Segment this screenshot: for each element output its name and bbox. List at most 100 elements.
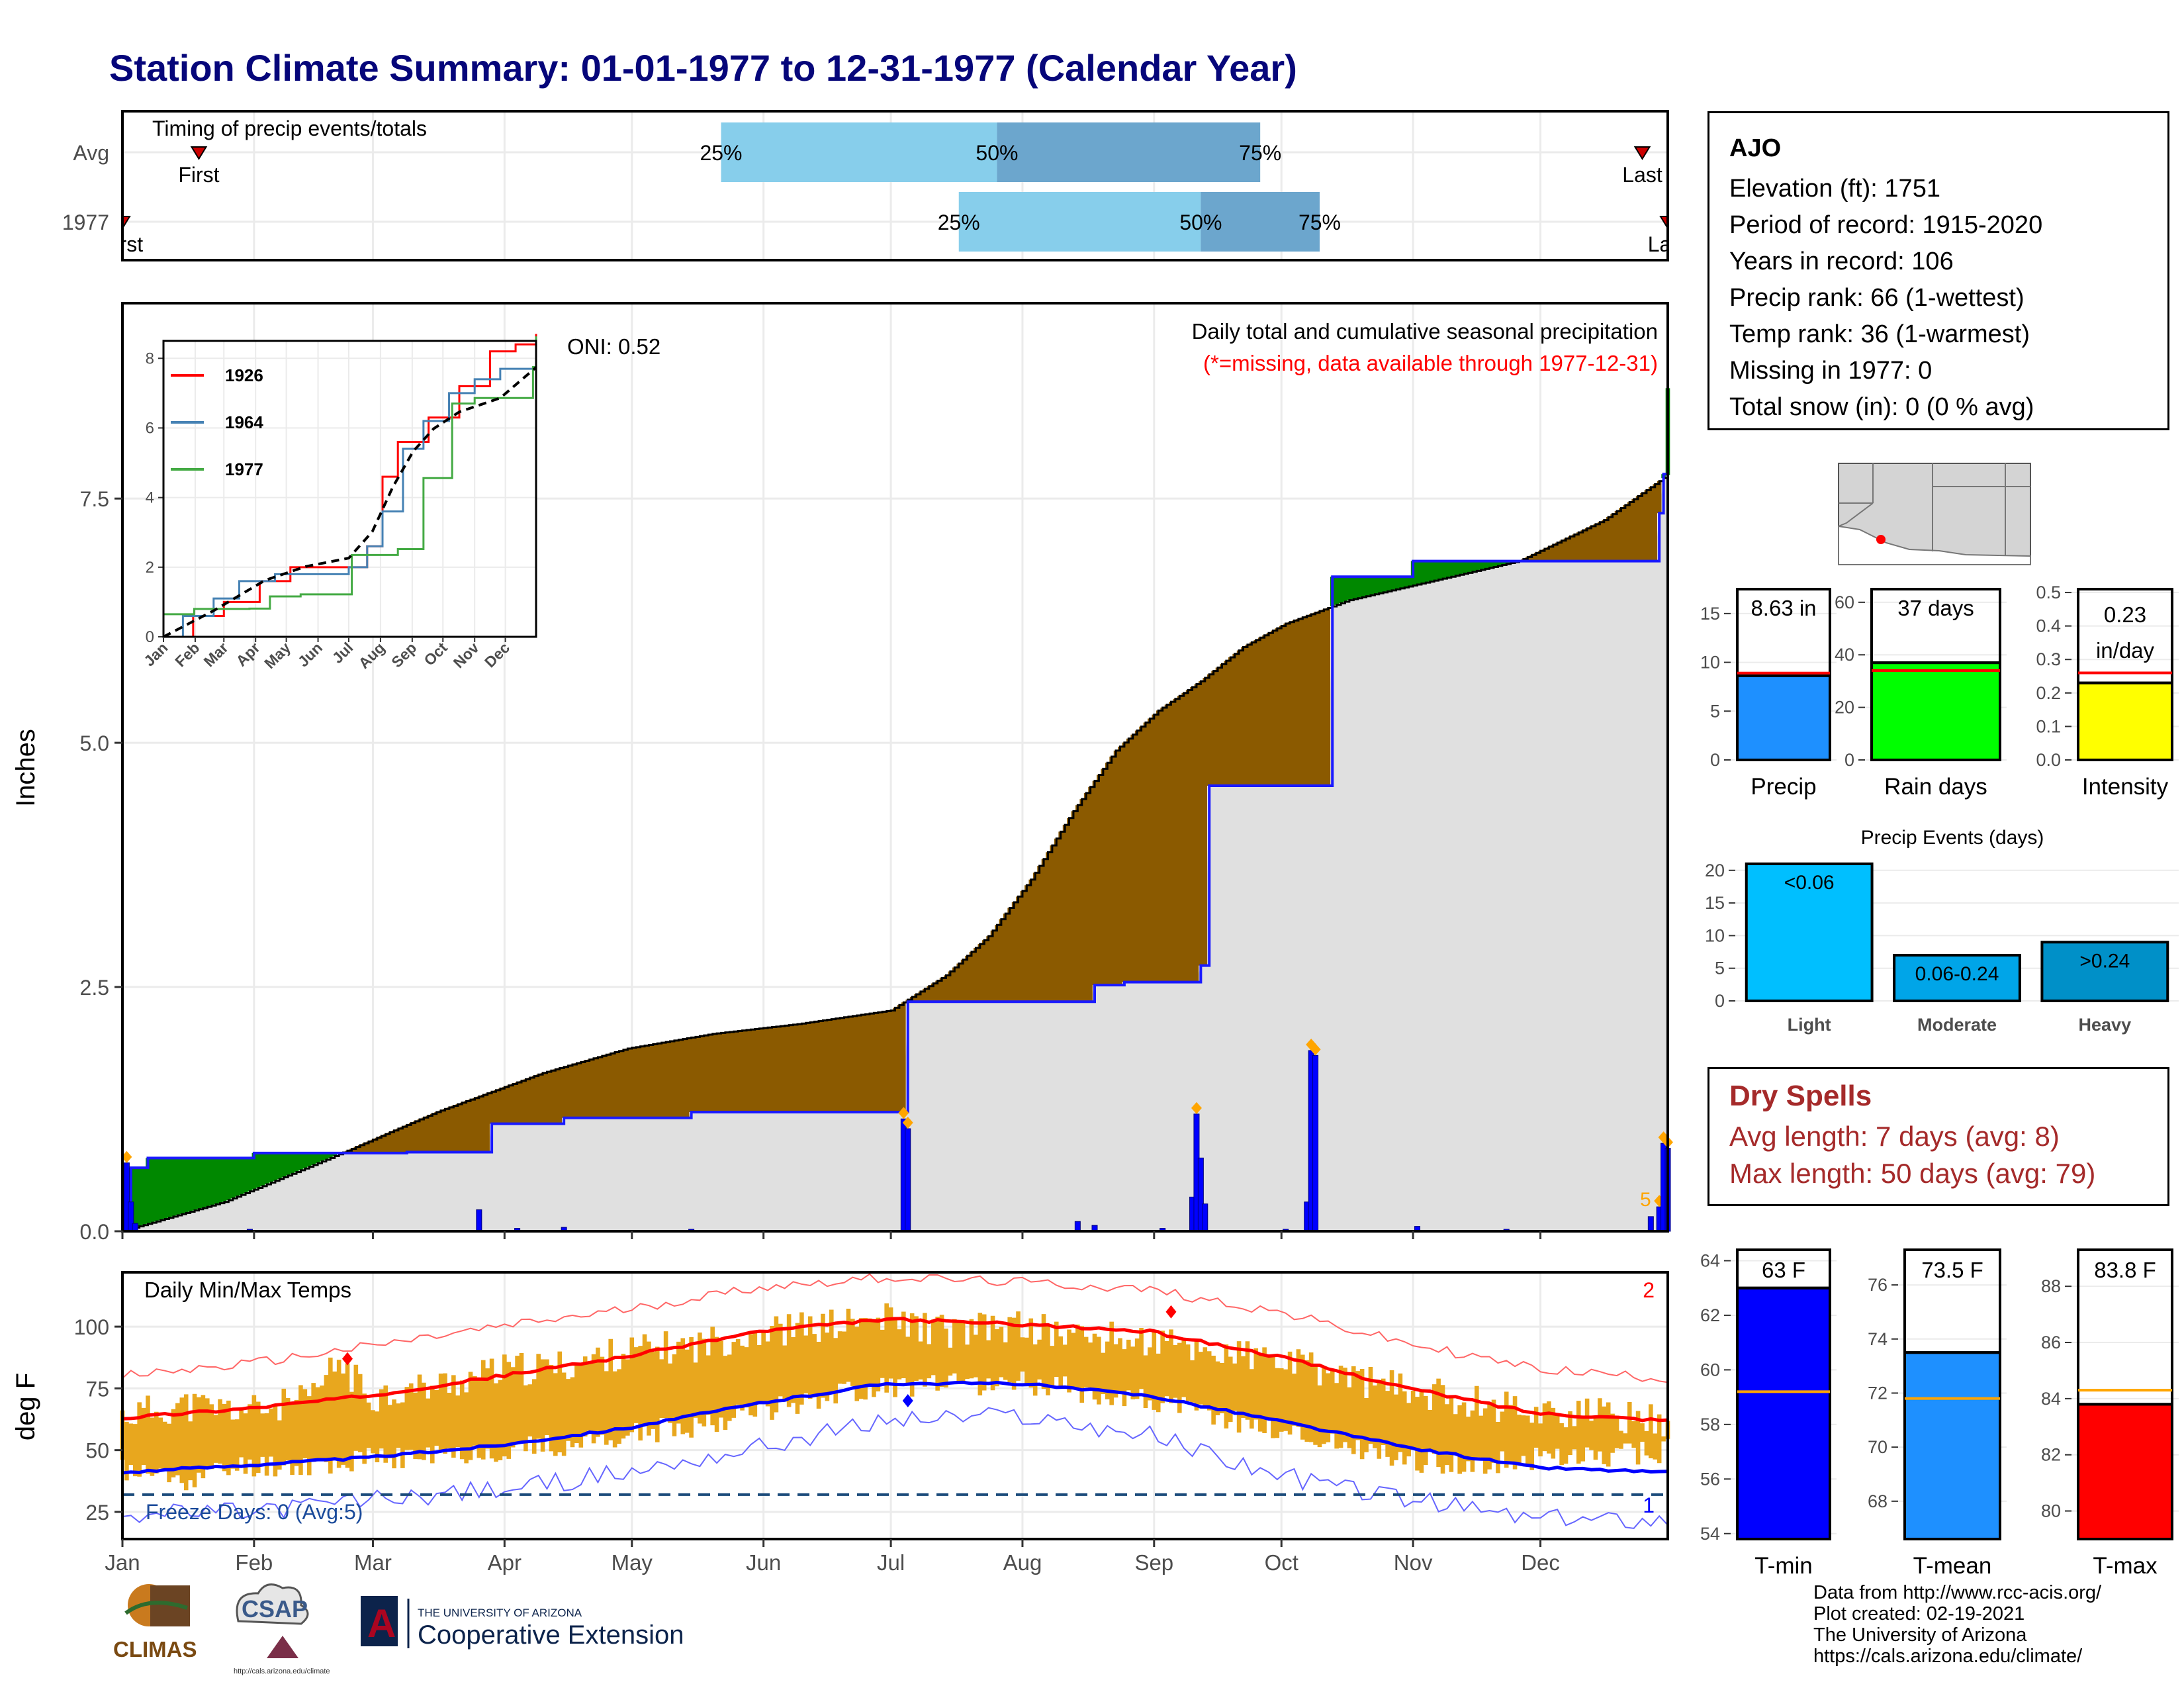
tmin-ytick-label: 56 (1700, 1469, 1720, 1489)
precip-events-bar-moderate (1893, 953, 2021, 1002)
precip-events-bar-label: <0.06 (1784, 872, 1835, 894)
logos: CLIMAS CSAP http://cals.arizona.edu/clim… (113, 1583, 684, 1675)
precip-events-bar-label: 0.06-0.24 (1915, 963, 1999, 985)
temp-y-axis-title: deg F (11, 1373, 40, 1440)
timing-1977-p75-label: 75% (1298, 211, 1341, 234)
mini-chart-tmin: 54 56 58 60 62 64 63 F T-min (1700, 1248, 1837, 1579)
locator-map-state-border (1838, 502, 1874, 527)
precip-events-bar-light (1745, 862, 1874, 1002)
tmean-ytick-label: 76 (1868, 1275, 1888, 1295)
timing-band-1977-25-50 (958, 192, 1201, 252)
intensity-value-box (2077, 588, 2173, 684)
mini-chart-precip_total: 0 5 10 15 8.63 in Precip (1700, 588, 1837, 800)
daily-precip-peak-marker (121, 1150, 132, 1163)
freeze-days-label: Freeze Days: 0 (Avg:5) (146, 1500, 363, 1524)
tmean-value-box (1903, 1248, 2001, 1354)
precip-ytick-label: 7.5 (80, 487, 109, 511)
temp-corner-bottom: 1 (1643, 1493, 1655, 1517)
station-location-marker (1876, 535, 1886, 544)
precip_total-ytick-label: 10 (1700, 653, 1720, 673)
station-snow: Total snow (in): 0 (0 % avg) (1729, 393, 2034, 421)
rain_days-bar (1870, 661, 2001, 762)
temp-ytick-label: 25 (85, 1501, 109, 1524)
inset-border (162, 340, 537, 638)
temp-ytick-label: 100 (74, 1315, 109, 1339)
rain_days-value-box (1870, 588, 2001, 665)
csap-cloud-icon (236, 1583, 309, 1625)
intensity-ytick-label: 0.5 (2036, 583, 2061, 602)
inset-ytick-label: 6 (146, 419, 154, 437)
daily-precip-bar (1202, 1203, 1208, 1232)
ua-line1: THE UNIVERSITY OF ARIZONA (418, 1607, 582, 1619)
intensity-ytick-label: 0.2 (2036, 683, 2061, 703)
timing-plot-border (121, 110, 1669, 261)
ua-block-icon (361, 1596, 398, 1646)
tmean-ytick-label: 68 (1868, 1491, 1888, 1511)
timing-avg-p25-label: 25% (700, 141, 742, 165)
precip-corner-label: 5 (1640, 1189, 1651, 1211)
mini-chart-rain_days: 0 20 40 60 37 days Rain days (1835, 588, 2007, 800)
precip-total-value-label: 8.63 in (1751, 596, 1816, 620)
timing-panel-label: Timing of precip events/totals (152, 117, 427, 140)
tmin-ytick-label: 60 (1700, 1360, 1720, 1380)
month-label-aug: Aug (1003, 1550, 1042, 1575)
locator-map (1838, 463, 2031, 565)
tmin-ytick-label: 62 (1700, 1305, 1720, 1325)
daily-precip-peak-marker (902, 1117, 913, 1129)
timing-1977-p50-label: 50% (1179, 211, 1222, 234)
avg-cumulative-line (122, 475, 1669, 1233)
precip_total-ytick-label: 15 (1700, 604, 1720, 624)
month-label-jun: Jun (746, 1550, 781, 1575)
csap-url: http://cals.arizona.edu/climate (234, 1667, 330, 1675)
tmean-value-label: 73.5 F (1921, 1258, 1983, 1282)
tmax-ytick-label: 88 (2041, 1276, 2061, 1296)
precip-missing-note: (*=missing, data available through 1977-… (1203, 351, 1658, 375)
tmean-ytick-label: 70 (1868, 1437, 1888, 1457)
avg-max-line (122, 1317, 1668, 1423)
tmax-ytick-label: 84 (2041, 1389, 2061, 1409)
precip-events-chart: Precip Events (days) 0 5 10 15 20 <0.06 Light 0.… (1705, 827, 2179, 1035)
avg-min-line (122, 1380, 1668, 1475)
record-high-marker (341, 1352, 353, 1366)
daily-precip-bar (476, 1209, 482, 1232)
record-high-line (122, 1273, 1668, 1383)
inset-legend-label-1977: 1977 (225, 459, 263, 479)
timing-row-axis-label: Avg (73, 141, 109, 165)
daily-precip-peak-marker (898, 1107, 909, 1119)
mini-chart-intensity: 0.0 0.1 0.2 0.3 0.4 0.5 0.23 in/day Intensity (2036, 583, 2179, 800)
credit-url: https://cals.arizona.edu/climate/ (1813, 1646, 2083, 1667)
timing-band-1977-50-75 (1201, 192, 1320, 252)
mini-chart-tmax: 80 82 84 86 88 83.8 F T-max (2041, 1248, 2179, 1579)
station-missing: Missing in 1977: 0 (1729, 357, 1933, 385)
tmin-category-label: T-min (1754, 1553, 1813, 1579)
inset-line-1964 (163, 355, 537, 638)
timing-avg-last-label: Last (1622, 163, 1662, 187)
locator-map-mexico (1838, 525, 2031, 565)
month-label-oct: Oct (1265, 1550, 1298, 1575)
temperature-panel: Daily Min/Max Temps Freeze Days: 0 (Avg:5… (11, 1271, 1670, 1575)
month-label-jul: Jul (877, 1550, 905, 1575)
intensity-value-label: 0.23 (2104, 602, 2146, 627)
precip_total-ytick-label: 5 (1710, 701, 1720, 721)
tmax-value-box (2077, 1248, 2173, 1406)
timing-band-avg-25-50 (721, 122, 997, 182)
record-low-marker (902, 1394, 913, 1408)
station-elevation: Elevation (ft): 1751 (1729, 175, 1940, 203)
timing-left-mask (83, 111, 122, 260)
tmax-bar (2077, 1403, 2173, 1541)
ua-line2: Cooperative Extension (418, 1620, 684, 1650)
intensity-ytick-label: 0.1 (2036, 716, 2061, 736)
precip-events-ytick-label: 0 (1715, 991, 1725, 1011)
month-label-apr: Apr (488, 1550, 522, 1575)
daily-precip-bar (905, 1128, 911, 1232)
tmax-ytick-label: 86 (2041, 1333, 2061, 1352)
tmin-ytick-label: 54 (1700, 1524, 1720, 1544)
rain_days-category-label: Rain days (1884, 774, 1987, 800)
inset-ytick-label: 2 (146, 559, 154, 577)
precip-ytick-label: 2.5 (80, 976, 109, 1000)
temp-ytick-label: 75 (85, 1377, 109, 1401)
month-label-may: May (612, 1550, 653, 1575)
precip-events-ytick-label: 10 (1705, 925, 1725, 945)
ua-logo: A THE UNIVERSITY OF ARIZONA Cooperative … (361, 1596, 684, 1650)
inset-legend-label-1964: 1964 (225, 412, 263, 432)
